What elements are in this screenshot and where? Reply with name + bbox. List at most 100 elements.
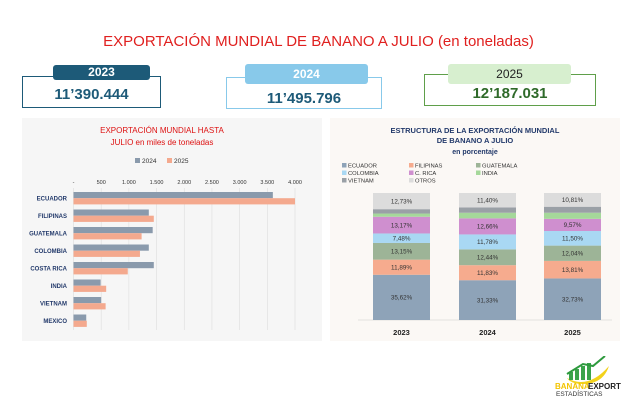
segment-label: 13,81% xyxy=(562,267,584,274)
segment-label: 7,48% xyxy=(393,235,411,242)
legend-swatch-ecuador xyxy=(342,163,347,168)
segment-label: 13,17% xyxy=(391,222,413,229)
segment-label: 11,50% xyxy=(562,236,583,243)
legend-label-c-rica: C. RICA xyxy=(415,171,436,177)
chart1-background xyxy=(22,118,322,341)
chart1-title-line1: EXPORTACIÓN MUNDIAL HASTA xyxy=(100,126,224,135)
legend-label-ecuador: ECUADOR xyxy=(348,164,377,170)
segment-2024-filipinas xyxy=(459,265,516,281)
x-tick-label: - xyxy=(73,180,75,186)
segment-2025-ecuador xyxy=(544,278,601,320)
segment-2023-otros xyxy=(373,193,430,210)
category-label: VIETNAM xyxy=(40,301,67,307)
main-title: EXPORTACIÓN MUNDIAL DE BANANO A JULIO (e… xyxy=(103,33,534,50)
bar-india-2024 xyxy=(73,279,101,286)
segment-2023-vietnam xyxy=(373,209,430,214)
chart1-title-line2: JULIO en miles de toneladas xyxy=(111,138,214,147)
segment-2025-india xyxy=(544,212,601,219)
segment-2025-vietnam xyxy=(544,206,601,213)
total-value-2023: 11’390.444 xyxy=(54,86,129,103)
segment-2025-guatemala xyxy=(544,245,601,261)
chart2-title-line3: en porcentaje xyxy=(452,149,498,156)
legend-label-colombia: COLOMBIA xyxy=(348,171,379,177)
category-label-2025: 2025 xyxy=(564,328,581,337)
bar-mexico-2025 xyxy=(73,320,87,327)
segment-label: 12,73% xyxy=(391,198,413,205)
legend-swatch-guatemala xyxy=(476,163,481,168)
logo-graphic: BANANA EXPORT ESTADÍSTICAS xyxy=(555,355,621,398)
segment-2025-filipinas xyxy=(544,260,601,279)
legend-swatch-2024 xyxy=(135,158,140,163)
x-tick-label: 1.000 xyxy=(122,180,136,186)
segment-label: 35,62% xyxy=(391,295,413,302)
segment-2023-ecuador xyxy=(373,274,430,320)
bar-guatemala-2024 xyxy=(73,227,153,234)
bar-mexico-2024 xyxy=(73,314,87,321)
segment-label: 10,81% xyxy=(562,197,584,204)
legend-label-filipinas: FILIPINAS xyxy=(415,164,443,170)
legend-swatch-colombia xyxy=(342,170,347,175)
legend-swatch-filipinas xyxy=(409,163,414,168)
x-tick-label: 4.000 xyxy=(288,180,302,186)
segment-2025-otros xyxy=(544,193,601,207)
segment-label: 31,33% xyxy=(477,297,499,304)
bar-ecuador-2024 xyxy=(73,192,273,199)
segment-2023-colombia xyxy=(373,233,430,243)
legend-swatch-2025 xyxy=(167,158,172,163)
category-label-2024: 2024 xyxy=(479,328,497,337)
bar-colombia-2024 xyxy=(73,244,149,251)
segment-label: 12,04% xyxy=(562,250,584,257)
segment-2024-india xyxy=(459,212,516,219)
x-tick-label: 500 xyxy=(97,180,106,186)
segment-label: 12,66% xyxy=(477,224,499,231)
bananaexport-logo: BANANA EXPORT ESTADÍSTICAS xyxy=(553,355,623,398)
segment-label: 11,83% xyxy=(477,270,498,277)
bar-india-2025 xyxy=(73,285,107,292)
logo-text-estadisticas: ESTADÍSTICAS xyxy=(556,389,603,396)
total-box-2023: 11’390.444 xyxy=(22,76,161,108)
segment-2025-colombia xyxy=(544,230,601,246)
legend-label-2024: 2024 xyxy=(142,158,157,165)
logo-text-export: EXPORT xyxy=(588,382,621,391)
category-label: FILIPINAS xyxy=(38,214,67,220)
bar-vietnam-2025 xyxy=(73,303,106,310)
legend-label-2025: 2025 xyxy=(174,158,189,165)
x-tick-label: 2.500 xyxy=(205,180,219,186)
legend-swatch-otros xyxy=(409,178,414,183)
legend-swatch-india xyxy=(476,170,481,175)
legend-label-india: INDIA xyxy=(482,171,498,177)
bar-colombia-2025 xyxy=(73,250,140,257)
x-tick-label: 1.500 xyxy=(150,180,164,186)
year-tab-2023: 2023 xyxy=(53,65,150,80)
legend-swatch-vietnam xyxy=(342,178,347,183)
bar-costa-rica-2025 xyxy=(73,268,128,275)
total-value-2024: 11’495.796 xyxy=(266,90,342,107)
segment-2023-india xyxy=(373,213,430,217)
category-label: GUATEMALA xyxy=(29,231,68,237)
x-tick-label: 3.000 xyxy=(233,180,247,186)
segment-2024-vietnam xyxy=(459,207,516,213)
segment-2025-c-rica xyxy=(544,218,601,231)
segment-label: 11,89% xyxy=(391,264,412,271)
category-label: INDIA xyxy=(51,284,68,290)
logo-text-banana: BANANA xyxy=(555,382,590,391)
segment-label: 13,15% xyxy=(391,249,413,256)
segment-2024-guatemala xyxy=(459,249,516,266)
legend-label-guatemala: GUATEMALA xyxy=(482,164,517,170)
legend-swatch-c-rica xyxy=(409,170,414,175)
segment-2024-ecuador xyxy=(459,280,516,320)
legend-label-vietnam: VIETNAM xyxy=(348,179,374,185)
segment-label: 9,57% xyxy=(564,222,582,229)
x-tick-label: 2.000 xyxy=(177,180,191,186)
bar-vietnam-2024 xyxy=(73,297,102,304)
bar-costa-rica-2024 xyxy=(73,262,154,269)
segment-2024-colombia xyxy=(459,234,516,250)
segment-label: 32,73% xyxy=(562,296,584,303)
category-label: MEXICO xyxy=(43,319,67,325)
category-label-2023: 2023 xyxy=(393,328,410,337)
segment-label: 11,78% xyxy=(477,239,498,246)
bar-ecuador-2025 xyxy=(73,198,295,205)
total-value-2025: 12’187.031 xyxy=(472,85,548,102)
